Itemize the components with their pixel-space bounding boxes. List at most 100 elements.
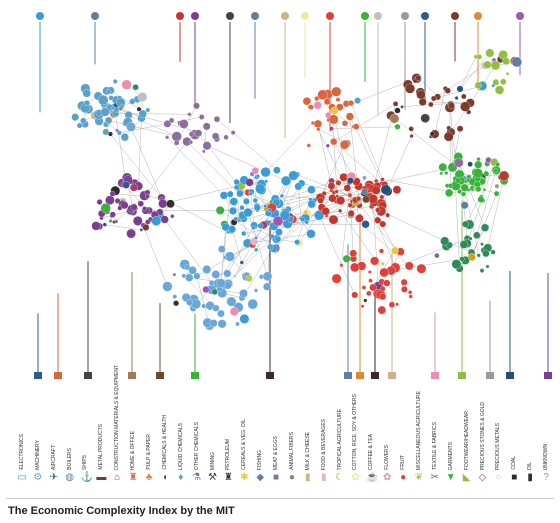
- product-node: [368, 194, 378, 204]
- network-edge: [364, 191, 396, 268]
- product-node: [395, 302, 399, 306]
- product-node: [457, 189, 462, 194]
- product-node: [371, 185, 381, 195]
- product-node: [80, 117, 87, 124]
- product-node: [306, 229, 316, 239]
- network-edge: [231, 229, 243, 263]
- product-node: [302, 97, 311, 106]
- leader-lines: [34, 12, 552, 379]
- top-category-marker: [226, 12, 234, 20]
- product-node: [179, 119, 189, 129]
- product-node: [109, 211, 116, 218]
- product-node: [392, 185, 402, 194]
- product-node: [211, 270, 221, 279]
- product-node: [440, 236, 450, 246]
- bottom-category-marker: [371, 372, 379, 379]
- category-label: BOILERS: [66, 448, 73, 470]
- product-node: [334, 189, 339, 194]
- product-node: [263, 204, 267, 208]
- product-node: [370, 256, 380, 266]
- network-nodes: [71, 48, 522, 331]
- bottom-category-marker: [128, 372, 136, 379]
- top-category-marker: [91, 12, 99, 20]
- product-node: [215, 206, 225, 215]
- category-label: ELECTRONICS: [18, 434, 25, 470]
- product-node: [273, 166, 281, 174]
- category-label: MACHINERY: [34, 440, 41, 470]
- product-node: [405, 83, 415, 94]
- product-node: [165, 135, 170, 140]
- product-node: [468, 236, 473, 241]
- product-node: [262, 271, 273, 281]
- product-node: [191, 299, 201, 310]
- product-node: [239, 260, 244, 265]
- caption-divider: [6, 498, 554, 499]
- top-category-marker: [516, 12, 524, 20]
- product-node: [126, 122, 136, 132]
- product-node: [473, 231, 481, 239]
- product-node: [137, 200, 144, 207]
- network-edge: [104, 224, 142, 231]
- shoe-icon: ◣: [462, 472, 471, 483]
- network-edge: [164, 219, 212, 284]
- top-category-marker: [191, 12, 199, 20]
- bottom-category-marker: [486, 372, 494, 379]
- product-node: [345, 112, 354, 121]
- network-edge: [331, 185, 357, 201]
- product-node: [138, 109, 147, 119]
- network-edge: [434, 88, 446, 135]
- product-node: [255, 183, 266, 194]
- network-edge: [450, 65, 496, 133]
- category-label: OIL: [527, 461, 534, 470]
- product-node: [328, 194, 337, 203]
- product-node: [118, 106, 123, 111]
- category-label: MINING: [209, 451, 216, 470]
- product-node: [132, 216, 143, 226]
- product-node: [366, 290, 372, 297]
- network-edge: [130, 126, 162, 198]
- top-category-marker: [474, 12, 482, 20]
- network-edge: [234, 219, 291, 277]
- product-node: [217, 309, 225, 318]
- product-node: [460, 201, 469, 210]
- category-label: CEREALS & VEG. OIL: [241, 419, 248, 470]
- product-node: [139, 228, 144, 232]
- product-node: [145, 193, 150, 199]
- bottom-category-marker: [388, 372, 396, 379]
- airplane-icon: ✈: [49, 472, 58, 483]
- product-node: [352, 123, 360, 130]
- product-node: [328, 214, 339, 225]
- network-edge: [186, 141, 247, 202]
- network-edge: [476, 170, 497, 236]
- network-edge: [143, 225, 168, 287]
- product-node: [267, 208, 272, 213]
- top-category-marker: [401, 12, 409, 20]
- product-node: [500, 78, 507, 85]
- product-node: [420, 113, 430, 123]
- product-node: [106, 89, 112, 95]
- top-category-marker: [326, 12, 334, 20]
- product-node: [104, 116, 113, 125]
- product-node: [434, 252, 440, 259]
- network-edge: [449, 107, 451, 186]
- product-node: [120, 133, 129, 142]
- network-edge: [372, 198, 379, 287]
- product-node: [254, 247, 259, 252]
- product-node: [84, 100, 90, 106]
- product-node: [493, 190, 500, 197]
- network-edge: [219, 225, 255, 289]
- product-node: [229, 307, 239, 316]
- product-node: [317, 89, 328, 100]
- product-node: [226, 296, 237, 307]
- oil-derrick-icon: ♜: [223, 472, 233, 483]
- product-node: [355, 214, 364, 223]
- bottom-category-marker: [266, 372, 274, 379]
- bottom-category-marker: [156, 372, 164, 379]
- top-category-marker: [451, 12, 459, 20]
- product-node: [474, 160, 483, 169]
- mining-icon: ⚒: [208, 472, 217, 483]
- product-node: [377, 305, 387, 315]
- product-node: [379, 267, 389, 278]
- network-edge: [242, 192, 268, 277]
